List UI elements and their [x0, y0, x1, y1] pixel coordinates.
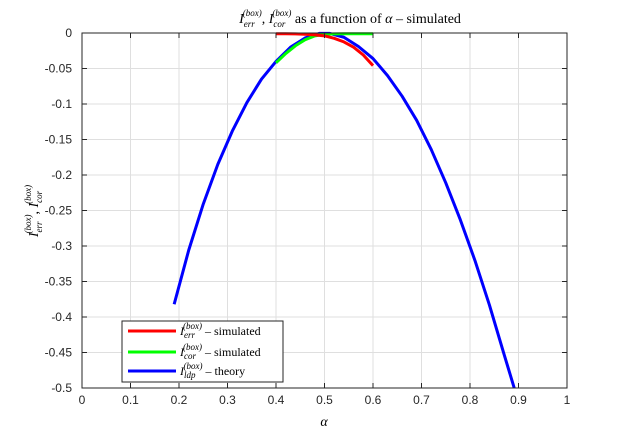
x-tick-label: 0.6 [365, 393, 382, 407]
y-tick-label: -0.05 [45, 62, 73, 76]
legend-entry: Ierr(box) – simulated [128, 321, 261, 340]
x-tick-label: 0 [79, 393, 86, 407]
x-tick-label: 0.1 [122, 393, 139, 407]
y-tick-label: -0.2 [51, 168, 72, 182]
y-tick-label: 0 [65, 26, 72, 40]
legend-entry: Icor(box) – simulated [128, 342, 261, 361]
x-tick-label: 1 [564, 393, 571, 407]
chart-title: Ierr(box), Icor(box) as a function of α … [238, 8, 461, 29]
ylabel-sup2: (box) [23, 185, 33, 204]
ylabel-sym2: I [27, 202, 42, 209]
title-rest: as a function of [291, 12, 385, 27]
x-tick-label: 0.8 [462, 393, 479, 407]
title-alpha: α [385, 12, 393, 27]
x-tick-label: 0.5 [316, 393, 333, 407]
title-sep: , [262, 12, 269, 27]
y-tick-label: -0.35 [45, 275, 73, 289]
ylabel-sep: , [27, 208, 42, 215]
y-axis-label: Ierr(box), Icor(box) [23, 185, 44, 238]
title-sym2: I [268, 12, 275, 27]
title-sub1: err [244, 19, 255, 29]
legend-label: Ierr(box) – simulated [179, 321, 261, 340]
legend-label: Icor(box) – simulated [179, 342, 261, 361]
ylabel-sub1: err [34, 221, 44, 232]
ylabel-sub2: cor [34, 190, 44, 202]
x-tick-label: 0.4 [268, 393, 285, 407]
y-tick-label: -0.25 [45, 204, 73, 218]
legend: Ierr(box) – simulated Icor(box) – simula… [121, 320, 284, 383]
x-tick-label: 0.2 [171, 393, 188, 407]
x-axis-label: α [320, 415, 328, 430]
legend-label: Ildp(box) – theory [179, 361, 245, 380]
y-axis: 0 -0.05 -0.1 -0.15 -0.2 -0.25 -0.3 -0.35 -0.4 -0.… [45, 26, 567, 395]
title-sup2: (box) [272, 8, 291, 18]
legend-entry: Ildp(box) – theory [128, 361, 245, 380]
title-sub2: cor [273, 19, 285, 29]
title-sym1: I [238, 12, 245, 27]
y-tick-label: -0.1 [51, 97, 72, 111]
y-tick-label: -0.45 [45, 346, 73, 360]
x-tick-label: 0.3 [219, 393, 236, 407]
x-tick-label: 0.9 [510, 393, 527, 407]
y-tick-label: -0.4 [51, 310, 72, 324]
series-line-2 [172, 31, 516, 388]
ylabel-sup1: (box) [23, 215, 33, 234]
ylabel-sym1: I [27, 231, 42, 238]
y-tick-label: -0.5 [51, 381, 72, 395]
x-tick-label: 0.7 [413, 393, 430, 407]
y-tick-label: -0.3 [51, 239, 72, 253]
y-tick-label: -0.15 [45, 133, 73, 147]
title-sup1: (box) [243, 8, 262, 18]
title-tail: – simulated [392, 12, 460, 27]
x-axis: 0 0.1 0.2 0.3 0.4 0.5 0.6 0.7 0.8 0.9 1 [79, 33, 571, 407]
